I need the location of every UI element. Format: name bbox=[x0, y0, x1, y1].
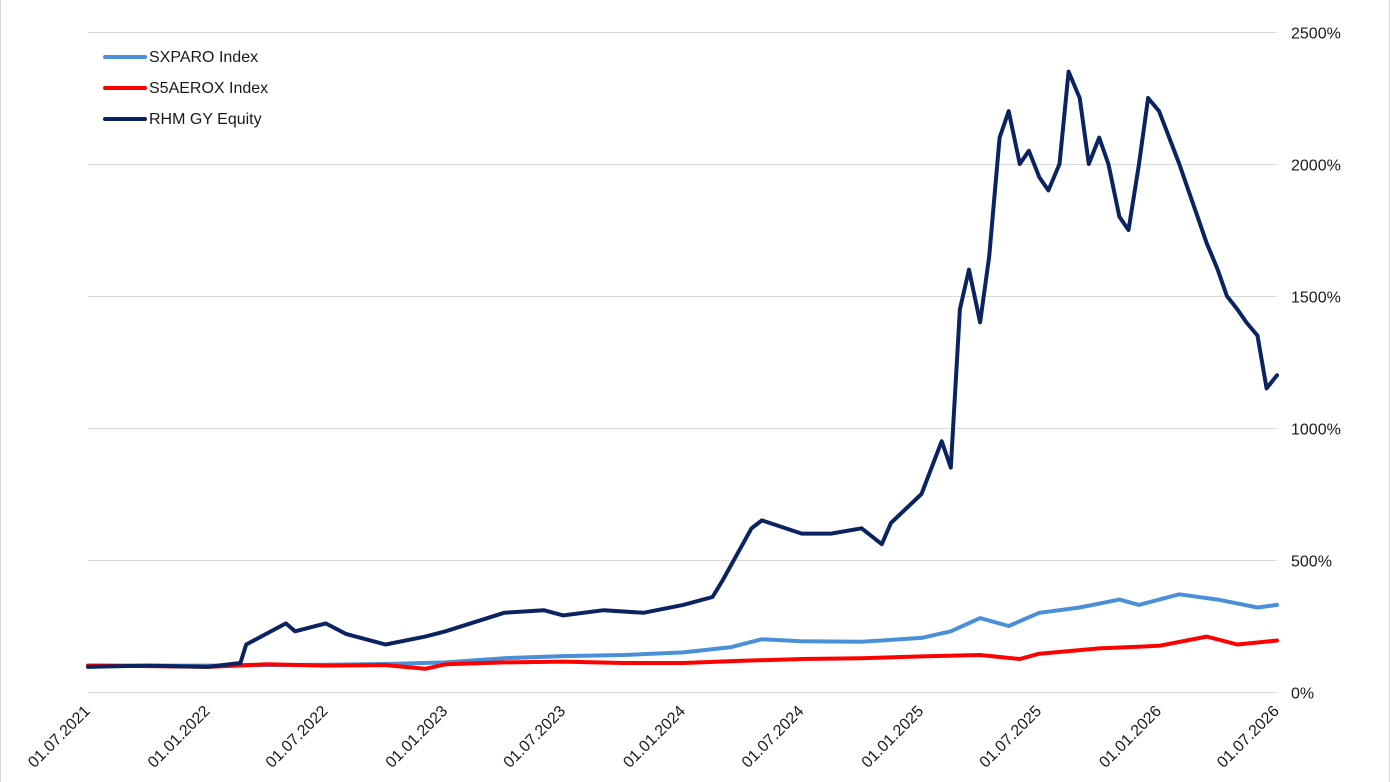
y-tick-label: 0% bbox=[1291, 686, 1314, 703]
series-line-s5aerox-index bbox=[86, 634, 1279, 671]
y-tick-label: 1000% bbox=[1291, 422, 1341, 439]
x-tick-label: 01.01.2024 bbox=[620, 703, 689, 772]
x-axis-ticks: 01.07.2021 01.01.2022 01.07.2022 01.01.2023… bbox=[25, 703, 1283, 772]
x-tick-label: 01.07.2022 bbox=[263, 703, 332, 772]
x-tick-label: 01.07.2021 bbox=[25, 703, 94, 772]
y-tick-label: 1500% bbox=[1291, 290, 1341, 307]
x-tick-label: 01.07.2026 bbox=[1214, 703, 1283, 772]
y-axis-ticks: 0% 500% 1000% 1500% 2000% 2500% bbox=[1291, 26, 1341, 703]
x-tick-label: 01.01.2022 bbox=[145, 703, 214, 772]
x-tick-label: 01.07.2024 bbox=[739, 703, 808, 772]
series-line-rhm-gy-equity bbox=[86, 69, 1279, 669]
legend-label: SXPARO Index bbox=[149, 49, 258, 66]
series-lines bbox=[86, 69, 1279, 671]
x-tick-label: 01.01.2025 bbox=[859, 703, 928, 772]
y-tick-label: 2500% bbox=[1291, 26, 1341, 43]
gridlines bbox=[88, 32, 1277, 693]
x-tick-label: 01.01.2023 bbox=[383, 703, 452, 772]
x-tick-label: 01.07.2025 bbox=[977, 703, 1046, 772]
x-tick-label: 01.01.2026 bbox=[1096, 703, 1165, 772]
y-tick-label: 500% bbox=[1291, 554, 1332, 571]
legend-label: S5AEROX Index bbox=[149, 80, 268, 97]
legend-label: RHM GY Equity bbox=[149, 111, 262, 128]
y-tick-label: 2000% bbox=[1291, 158, 1341, 175]
legend: SXPARO Index S5AEROX Index RHM GY Equity bbox=[103, 49, 268, 128]
x-tick-label: 01.07.2023 bbox=[501, 703, 570, 772]
